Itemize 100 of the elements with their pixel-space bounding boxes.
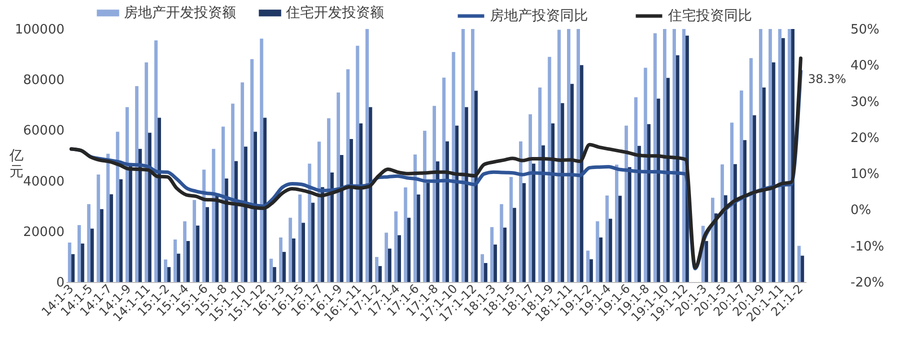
bar — [432, 106, 436, 282]
bar — [471, 29, 474, 282]
bar — [110, 194, 114, 282]
bar — [676, 55, 680, 282]
bar — [752, 115, 756, 282]
bar — [778, 29, 782, 282]
bar — [71, 254, 75, 282]
bar — [365, 29, 369, 282]
bar — [407, 218, 411, 282]
bar — [682, 29, 686, 282]
bar — [398, 235, 401, 282]
bar — [244, 146, 248, 282]
bar — [288, 218, 292, 282]
bar — [662, 29, 666, 282]
bar — [586, 250, 590, 282]
bar — [279, 237, 282, 282]
bar — [336, 92, 340, 282]
bar — [423, 130, 426, 282]
bar — [624, 126, 628, 282]
bar — [196, 226, 200, 282]
bar — [528, 114, 532, 282]
bar — [672, 29, 676, 282]
bar — [144, 62, 148, 282]
bar — [87, 204, 90, 282]
bar — [532, 164, 536, 282]
bar — [494, 244, 497, 282]
y-axis-title: 亿元 — [8, 148, 24, 180]
bar — [734, 164, 737, 282]
bar — [772, 62, 776, 282]
bar — [615, 164, 618, 282]
bar — [164, 259, 168, 282]
bar — [186, 241, 190, 282]
bar — [538, 87, 542, 282]
bar — [724, 195, 728, 282]
bar — [292, 238, 296, 282]
bar — [138, 148, 142, 282]
bar — [484, 263, 488, 282]
bar — [148, 132, 152, 282]
bar — [78, 225, 81, 282]
bar — [490, 227, 494, 282]
y2-tick-label: 30% — [850, 94, 880, 110]
bar — [567, 29, 570, 282]
bar — [269, 258, 273, 282]
bar — [519, 141, 522, 282]
text: 38.3% — [808, 72, 846, 86]
bar — [135, 86, 138, 282]
bar — [720, 164, 724, 282]
bar — [394, 211, 398, 282]
bar — [413, 154, 417, 282]
bar — [340, 154, 344, 282]
bar — [116, 132, 120, 282]
bar — [758, 29, 762, 282]
bar — [384, 232, 388, 282]
bar — [791, 29, 794, 282]
bar — [768, 29, 772, 282]
bar — [254, 132, 257, 282]
bar — [388, 248, 392, 282]
bar — [634, 97, 638, 282]
bar — [436, 161, 440, 282]
legend-label: 房地产开发投资额 — [124, 5, 236, 21]
bar — [509, 177, 513, 282]
bar — [580, 65, 584, 282]
bar — [350, 139, 353, 282]
bar — [551, 123, 555, 282]
bar — [282, 252, 286, 282]
bar — [167, 267, 171, 282]
y2-tick-label: -10% — [850, 239, 884, 254]
y2-tick-label: 50% — [850, 22, 880, 38]
bar — [221, 126, 225, 282]
bar — [618, 196, 622, 282]
bar — [710, 198, 714, 282]
legend-label: 房地产投资同比 — [490, 8, 588, 24]
bar — [330, 172, 334, 282]
y-tick-label: 40000 — [23, 174, 64, 190]
bar — [317, 142, 321, 282]
bar — [628, 167, 632, 282]
bar — [474, 90, 478, 282]
bar — [68, 242, 72, 282]
bar — [158, 118, 162, 282]
bar — [176, 254, 180, 282]
y-tick-label: 80000 — [23, 73, 64, 88]
bar — [455, 126, 459, 282]
bar — [240, 82, 244, 282]
y-tick-label: 60000 — [23, 124, 64, 139]
y2-tick-label: 0% — [850, 203, 872, 218]
bar — [263, 118, 267, 282]
bar — [542, 145, 545, 282]
y-tick-label: 100000 — [14, 22, 64, 38]
bar — [302, 222, 305, 282]
bar — [730, 122, 734, 282]
bar — [183, 221, 186, 282]
bar — [311, 202, 315, 282]
legend-label: 住宅开发投资额 — [285, 5, 384, 21]
bar — [557, 30, 561, 282]
bar — [782, 38, 785, 282]
bar — [800, 256, 804, 282]
bar — [234, 161, 238, 282]
legend-label: 住宅投资同比 — [667, 8, 752, 24]
bar — [96, 174, 100, 282]
bar — [480, 254, 484, 282]
